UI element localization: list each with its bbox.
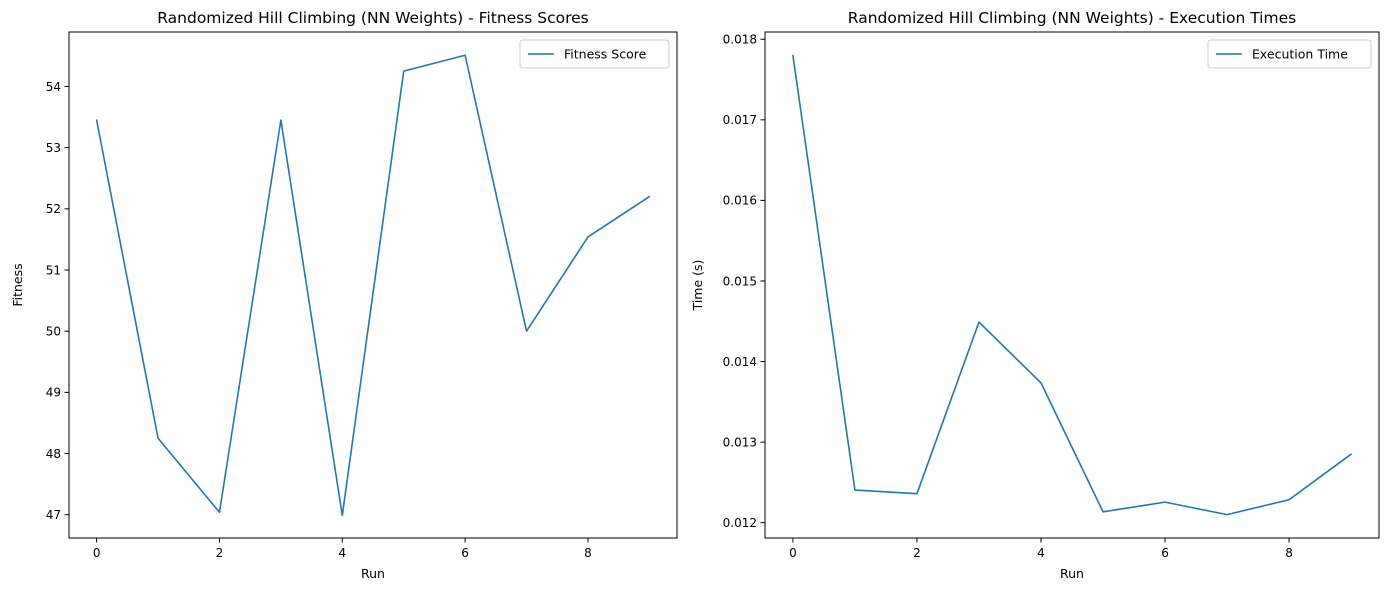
y-tick-label: 0.014 — [723, 355, 757, 369]
x-tick-label: 2 — [913, 546, 921, 560]
y-tick-label: 0.012 — [723, 516, 757, 530]
y-tick-label: 0.015 — [723, 274, 757, 288]
y-tick-label: 47 — [46, 508, 61, 522]
series-line — [95, 54, 651, 517]
y-tick-label: 0.016 — [723, 194, 757, 208]
x-tick-label: 6 — [1161, 546, 1169, 560]
x-axis-label: Run — [361, 566, 385, 581]
y-axis-label: Fitness — [10, 263, 25, 306]
x-tick-label: 4 — [338, 546, 346, 560]
y-tick-label: 49 — [46, 386, 61, 400]
legend-label: Fitness Score — [564, 47, 647, 62]
legend: Fitness Score — [519, 39, 670, 69]
plot-frame — [68, 31, 678, 539]
y-tick-label: 53 — [46, 141, 61, 155]
x-tick-label: 4 — [1037, 546, 1045, 560]
x-axis-label: Run — [1060, 566, 1084, 581]
y-tick-label: 51 — [46, 263, 61, 277]
series-line — [792, 54, 1352, 516]
legend-box — [1207, 39, 1372, 69]
y-tick-label: 0.013 — [723, 435, 757, 449]
chart-title: Randomized Hill Climbing (NN Weights) - … — [157, 9, 589, 27]
y-axis-label: Time (s) — [690, 260, 705, 312]
y-tick-label: 52 — [46, 202, 61, 216]
y-tick-label: 0.018 — [723, 33, 757, 47]
x-tick-label: 2 — [216, 546, 224, 560]
y-tick-label: 54 — [46, 80, 61, 94]
plot-frame — [764, 31, 1380, 539]
legend-label: Execution Time — [1252, 47, 1348, 62]
x-tick-label: 0 — [789, 546, 797, 560]
x-tick-label: 8 — [1285, 546, 1293, 560]
execution-time-chart: Randomized Hill Climbing (NN Weights) - … — [690, 9, 1380, 581]
x-tick-label: 0 — [93, 546, 101, 560]
y-tick-label: 48 — [46, 447, 61, 461]
y-tick-label: 50 — [46, 324, 61, 338]
fitness-chart: Randomized Hill Climbing (NN Weights) - … — [10, 9, 678, 581]
legend-box — [519, 39, 670, 69]
chart-title: Randomized Hill Climbing (NN Weights) - … — [848, 9, 1296, 27]
x-tick-label: 8 — [584, 546, 592, 560]
legend: Execution Time — [1207, 39, 1372, 69]
x-tick-label: 6 — [461, 546, 469, 560]
y-tick-label: 0.017 — [723, 113, 757, 127]
